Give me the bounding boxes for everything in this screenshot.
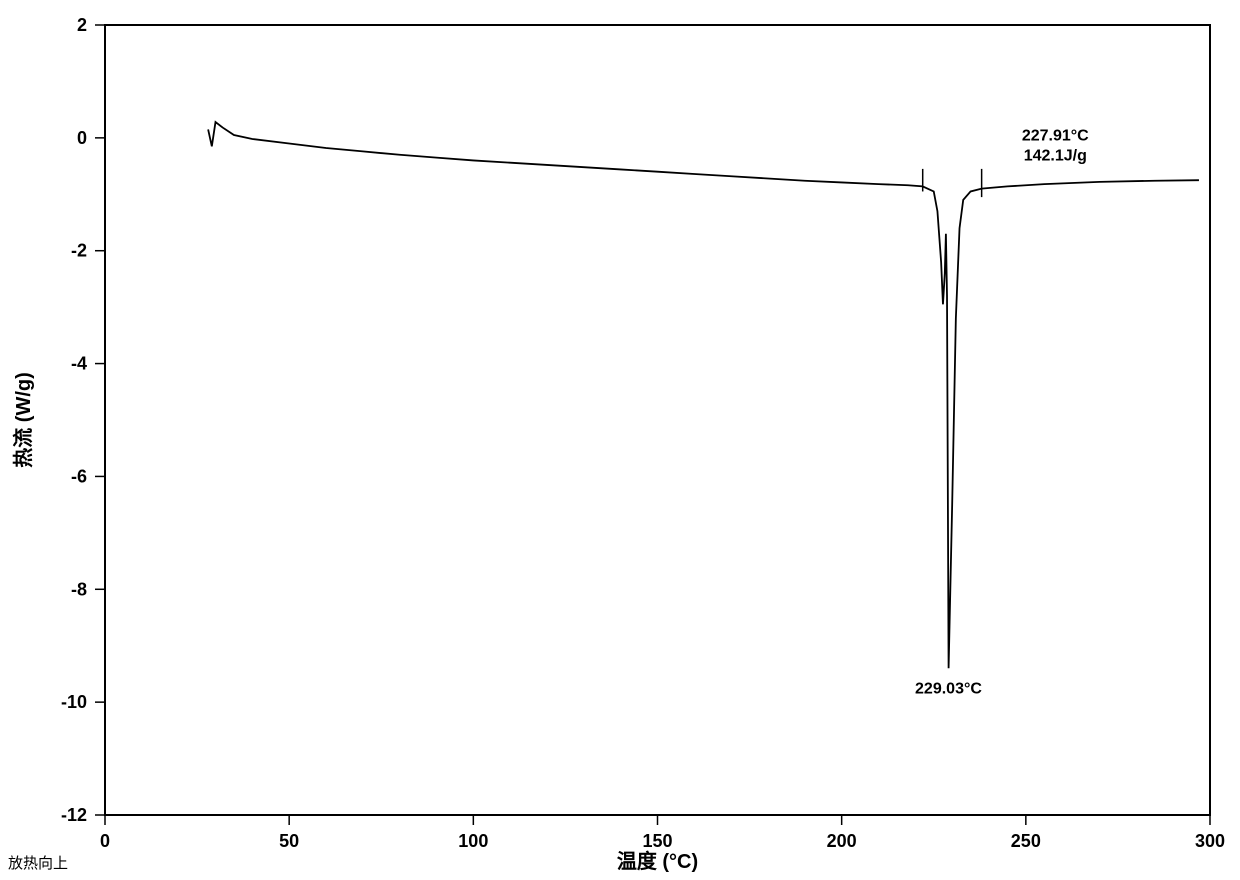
x-axis-label: 温度 (°C): [617, 849, 698, 873]
x-tick-label: 250: [1011, 831, 1041, 851]
x-tick-label: 100: [458, 831, 488, 851]
y-tick-label: -10: [61, 692, 87, 712]
y-tick-label: 0: [77, 128, 87, 148]
y-tick-label: 2: [77, 15, 87, 35]
x-tick-label: 150: [642, 831, 672, 851]
y-tick-label: -8: [71, 579, 87, 599]
y-tick-label: -12: [61, 805, 87, 825]
chart-svg: 0 50 100 150 200 250 300 -12 -10 -8 -6 -4 -2 0 2 温度 (°C…: [0, 0, 1240, 880]
peak-annotation: 229.03°C: [915, 681, 982, 698]
y-axis-label: 热流 (W/g): [11, 372, 35, 468]
dsc-chart: 0 50 100 150 200 250 300 -12 -10 -8 -6 -4 -2 0 2 温度 (°C…: [0, 0, 1240, 880]
x-tick-label: 0: [100, 831, 110, 851]
y-tick-label: -2: [71, 241, 87, 261]
x-tick-label: 50: [279, 831, 299, 851]
y-tick-label: -4: [71, 354, 87, 374]
y-tick-label: -6: [71, 466, 87, 486]
x-tick-label: 200: [827, 831, 857, 851]
x-tick-label: 300: [1195, 831, 1225, 851]
peak-annotation: 142.1J/g: [1024, 147, 1087, 164]
footer-exo-label: 放热向上: [8, 855, 68, 872]
dsc-curve: [208, 122, 1199, 668]
peak-annotation: 227.91°C: [1022, 128, 1089, 145]
